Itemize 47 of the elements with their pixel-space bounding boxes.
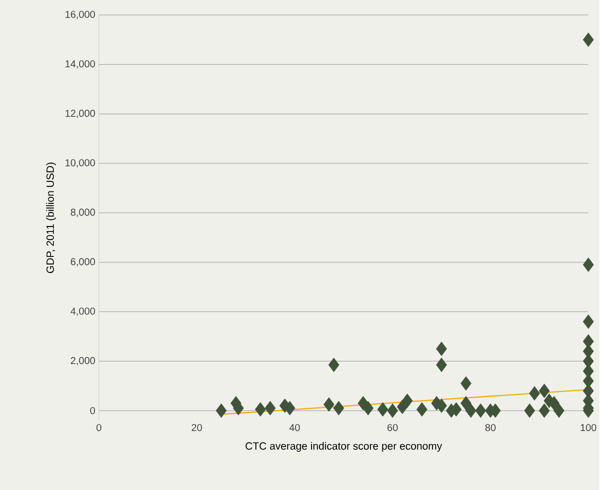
y-tick-label: 14,000 — [66, 60, 95, 68]
point — [416, 402, 428, 416]
point — [529, 386, 540, 400]
point — [538, 383, 550, 398]
point — [436, 341, 447, 356]
x-tick-label: 60 — [388, 424, 398, 431]
x-tick-label: 20 — [192, 424, 202, 431]
point — [582, 314, 594, 329]
point — [328, 357, 340, 372]
point — [216, 403, 227, 418]
point — [264, 400, 276, 416]
point — [475, 403, 486, 418]
point — [254, 402, 266, 416]
point — [582, 374, 594, 388]
x-tick-label: 80 — [485, 424, 496, 431]
y-tick-label: 8,000 — [70, 208, 95, 217]
point — [284, 400, 296, 416]
x-tick-label: 0 — [96, 424, 102, 431]
point — [554, 403, 564, 418]
y-tick-label: 2,000 — [70, 356, 95, 366]
y-axis-title: GDP, 2011 (billion USD) — [46, 162, 56, 273]
point — [387, 403, 398, 418]
y-tick-label: 6,000 — [70, 258, 95, 266]
x-tick-label: 100 — [580, 424, 596, 431]
point — [460, 376, 472, 390]
y-tick-label: 16,000 — [66, 10, 95, 19]
point — [582, 257, 594, 272]
point — [436, 357, 447, 372]
x-tick-label: 40 — [289, 424, 300, 431]
point — [524, 403, 536, 418]
point — [333, 400, 344, 416]
point — [582, 334, 594, 348]
point — [582, 32, 594, 47]
point — [465, 403, 476, 418]
point — [538, 403, 550, 418]
y-tick-label: 10,000 — [66, 159, 95, 168]
point — [402, 393, 413, 408]
point — [377, 402, 388, 416]
point — [436, 398, 447, 413]
point — [548, 396, 560, 410]
point — [460, 396, 472, 410]
y-tick-label: 4,000 — [70, 307, 95, 316]
point — [362, 400, 374, 416]
y-tick-label: 12,000 — [66, 110, 95, 118]
x-axis-title: CTC average indicator score per economy — [246, 442, 442, 452]
point — [323, 397, 334, 412]
y-tick-label: 0 — [90, 406, 95, 414]
